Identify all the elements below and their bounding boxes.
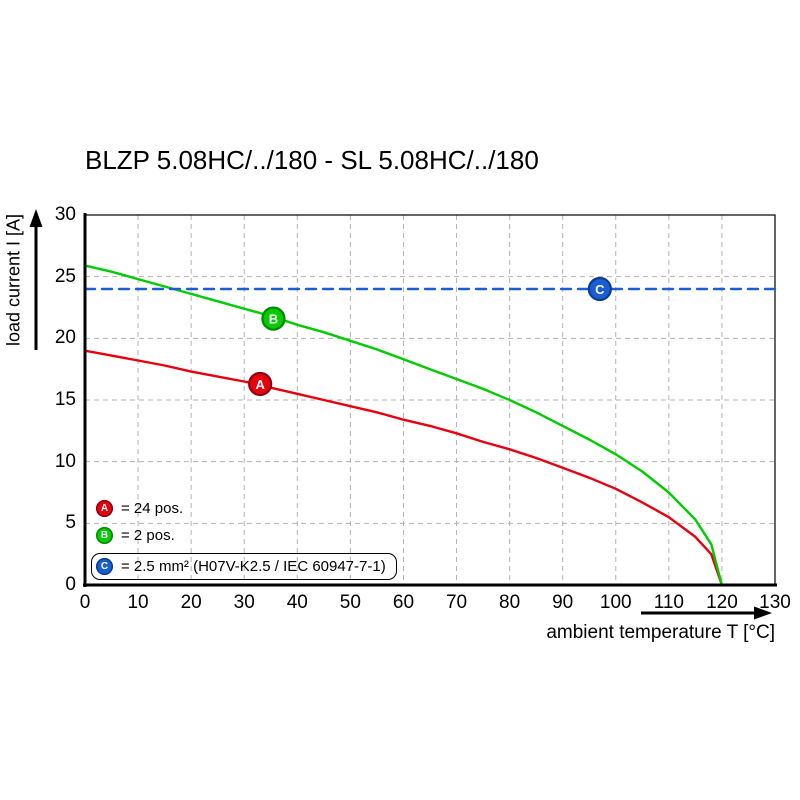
x-tick-label: 100 xyxy=(599,592,632,613)
x-tick-label: 110 xyxy=(653,592,684,613)
x-tick-label: 50 xyxy=(339,592,361,613)
y-tick-label: 15 xyxy=(54,389,76,410)
x-tick-label: 40 xyxy=(286,592,308,613)
x-tick-label: 130 xyxy=(759,592,791,613)
legend-item-c: C = 2.5 mm² (H07V-K2.5 / IEC 60947-7-1) xyxy=(91,553,397,580)
y-tick-label: 0 xyxy=(65,574,76,595)
marker-B xyxy=(261,306,286,331)
chart-title: BLZP 5.08HC/../180 - SL 5.08HC/../180 xyxy=(85,145,539,175)
svg-text:C: C xyxy=(595,282,605,297)
series-B-curve xyxy=(83,264,724,587)
series-a-marker-icon: A xyxy=(96,500,113,517)
x-axis-label: ambient temperature T [°C] xyxy=(546,622,775,643)
x-tick-label: 20 xyxy=(180,592,202,613)
legend: A = 24 pos. B = 2 pos. C = 2.5 mm² (H07V… xyxy=(91,499,397,588)
x-tick-label: 60 xyxy=(392,592,415,613)
series-c-marker-icon: C xyxy=(96,558,113,575)
x-tick-label: 30 xyxy=(233,592,255,613)
y-axis-label: load current I [A] xyxy=(3,213,24,347)
x-tick-label: 0 xyxy=(79,592,91,613)
y-tick-label: 10 xyxy=(54,450,76,472)
legend-label-c: = 2.5 mm² (H07V-K2.5 / IEC 60947-7-1) xyxy=(121,558,386,575)
x-tick-label: 70 xyxy=(445,592,468,613)
legend-label-a: = 24 pos. xyxy=(121,500,184,517)
legend-item-a: A = 24 pos. xyxy=(96,499,397,518)
series-b-marker-icon: B xyxy=(96,527,113,544)
svg-text:A: A xyxy=(255,377,265,392)
x-axis-arrow-icon xyxy=(641,606,772,620)
y-axis-arrow-icon xyxy=(29,209,43,350)
x-tick-label: 120 xyxy=(706,592,738,613)
svg-text:B: B xyxy=(269,312,278,327)
y-tick-label: 25 xyxy=(54,265,76,287)
y-tick-label: 5 xyxy=(65,512,76,534)
series-A-curve xyxy=(83,349,724,587)
x-tick-label: 10 xyxy=(127,592,149,613)
x-tick-label: 90 xyxy=(552,592,574,613)
y-tick-label: 20 xyxy=(54,327,76,349)
marker-C xyxy=(587,276,612,302)
x-tick-label: 80 xyxy=(499,592,521,613)
legend-item-b: B = 2 pos. xyxy=(96,526,397,545)
y-tick-label: 30 xyxy=(54,204,76,225)
legend-label-b: = 2 pos. xyxy=(121,527,175,544)
marker-A xyxy=(248,371,273,397)
